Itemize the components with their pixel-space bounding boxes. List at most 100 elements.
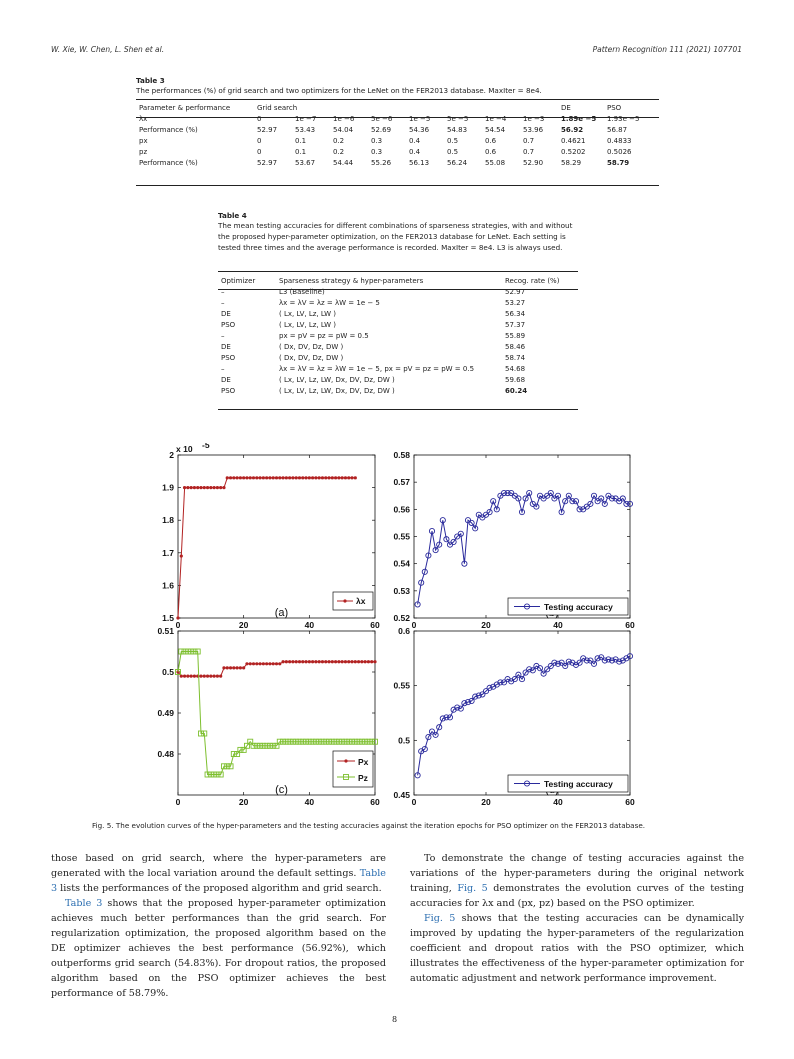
- table3-cell: 0.1: [295, 147, 307, 156]
- fig5-link-2[interactable]: Fig. 5: [424, 913, 456, 924]
- data-point: [273, 742, 280, 749]
- data-point: [623, 500, 630, 507]
- table4-title: Table 4: [218, 211, 247, 220]
- y-tick-label: 0.58: [393, 450, 410, 460]
- data-point: [421, 568, 428, 575]
- data-point: [209, 486, 213, 490]
- table4-row: – L3 (Baseline) 52.97: [218, 286, 562, 297]
- table4-cell-strat: ( Lx, LV, Lz, LW, Dx, DV, Dz, DW ): [279, 375, 395, 384]
- table3-row: Performance (%) 52.97 53.67 54.44 55.26 56.13…: [136, 157, 642, 168]
- y-tick-label: 0.49: [157, 708, 174, 718]
- data-point: [307, 660, 311, 664]
- table3-link-1[interactable]: Table 3: [51, 868, 386, 894]
- data-point: [529, 667, 536, 674]
- data-point: [608, 657, 616, 664]
- data-point: [274, 662, 279, 666]
- data-point: [536, 665, 544, 672]
- data-point: [590, 492, 598, 499]
- table4-row: PSO ( Lx, LV, Lz, LW, Dx, DV, Dz, DW ) 60.…: [218, 385, 562, 396]
- data-point: [265, 476, 269, 480]
- table3-cell: 52.69: [371, 125, 392, 134]
- data-point: [439, 517, 446, 524]
- data-point: [286, 738, 293, 745]
- data-point: [204, 771, 211, 778]
- right-column: To demonstrate the change of testing acc…: [410, 851, 744, 986]
- table4-cell-opt: PSO: [221, 386, 236, 395]
- data-point: [222, 666, 226, 670]
- table4: Optimizer Sparseness strategy & hyper-pa…: [218, 275, 562, 396]
- data-point: [340, 660, 344, 664]
- data-point: [576, 506, 583, 513]
- data-point: [425, 552, 432, 559]
- table3-cell: 0.5: [447, 136, 459, 145]
- table3-link-2[interactable]: Table 3: [65, 898, 103, 909]
- data-point: [461, 560, 468, 567]
- data-point: [363, 660, 367, 664]
- data-point: [526, 489, 533, 497]
- data-point: [511, 676, 518, 683]
- table3-cell: 54.36: [409, 125, 430, 134]
- x-tick-label: 40: [305, 797, 315, 807]
- table3-row: Performance (%) 52.97 53.43 54.04 52.69 54.36…: [136, 124, 642, 135]
- data-point: [192, 486, 197, 490]
- running-authors: W. Xie, W. Chen, L. Shen et al.: [51, 45, 165, 54]
- data-point: [339, 738, 346, 745]
- legend-box: [332, 750, 374, 788]
- data-point: [176, 616, 180, 620]
- fig5-link-1[interactable]: Fig. 5: [457, 883, 488, 894]
- data-point: [554, 660, 562, 667]
- y-multiplier-label: x 10: [176, 444, 193, 454]
- data-point: [189, 486, 193, 490]
- right-paragraph-2: Fig. 5 shows that the testing accuracies…: [410, 911, 744, 986]
- data-point: [219, 486, 223, 490]
- table3-cell: 0.5026: [607, 147, 632, 156]
- data-point: [235, 476, 239, 480]
- data-point: [270, 742, 277, 749]
- data-point: [497, 679, 504, 686]
- data-point: [490, 498, 497, 505]
- table3-cell: 1.89e −5: [561, 114, 597, 123]
- left-p2-text: shows that the proposed hyper-parameter …: [51, 898, 386, 999]
- data-point: [547, 489, 554, 497]
- data-point: [558, 659, 565, 666]
- table3-cell: 1e −7: [295, 114, 317, 123]
- data-point: [212, 486, 216, 490]
- data-point: [616, 658, 623, 665]
- data-point: [248, 662, 252, 666]
- data-point: [202, 674, 206, 678]
- series-line: [417, 655, 631, 776]
- data-point: [255, 476, 259, 480]
- table4-cell-opt: –: [221, 298, 225, 307]
- table3-cell: 5e −6: [371, 114, 393, 123]
- data-point: [500, 679, 508, 686]
- data-point: [284, 476, 288, 480]
- data-point: [594, 655, 601, 662]
- data-point: [332, 738, 339, 745]
- table4-cell-strat: ( Lx, LV, Lz, LW ): [279, 320, 336, 329]
- data-point: [291, 476, 295, 480]
- data-point: [626, 653, 634, 660]
- data-point: [307, 476, 311, 480]
- data-point: [353, 660, 357, 664]
- data-point: [222, 486, 226, 490]
- panel-frame: [177, 454, 376, 619]
- data-point: [454, 704, 461, 711]
- data-point: [533, 503, 540, 510]
- table3-cell: 0: [257, 147, 262, 156]
- table3-cell: 0.4: [409, 147, 421, 156]
- legend-label: Px: [358, 757, 369, 767]
- data-point: [179, 554, 183, 558]
- chart-panel-1: 02040600.520.530.540.550.560.570.58(b)Te…: [393, 450, 635, 630]
- y-tick-label: 0.55: [393, 532, 410, 542]
- y-tick-label: 0.5: [162, 667, 174, 677]
- table3-cell: 52.97: [257, 125, 278, 134]
- data-point: [280, 738, 287, 745]
- data-point: [324, 476, 328, 480]
- data-point: [358, 738, 365, 745]
- data-point: [294, 476, 298, 480]
- data-point: [314, 476, 318, 480]
- table4-row: DE ( Lx, LV, Lz, LW ) 56.34: [218, 308, 562, 319]
- data-point: [330, 476, 334, 480]
- data-point: [227, 763, 234, 770]
